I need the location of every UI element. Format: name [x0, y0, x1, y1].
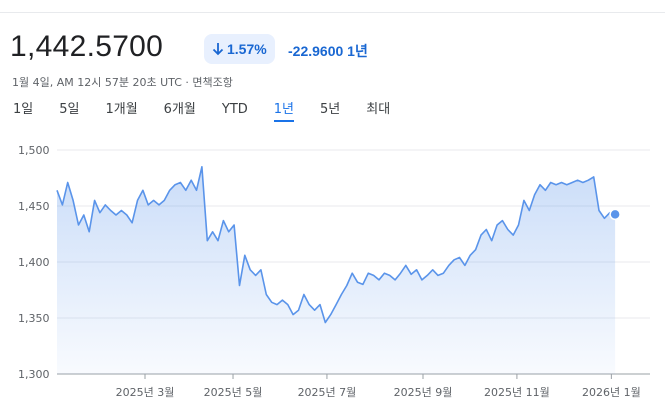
tab-label[interactable]: 1년 — [273, 102, 295, 122]
x-tick-label: 2025년 3월 — [116, 386, 175, 399]
change-chip: 1.57% — [204, 34, 275, 64]
divider — [0, 12, 665, 13]
change: -22.9600 1년 — [288, 41, 368, 61]
tab-label[interactable]: 6개월 — [163, 102, 196, 117]
x-tick-label: 2025년 7월 — [298, 386, 357, 399]
x-tick-label: 2025년 5월 — [204, 386, 263, 399]
range-tabs: 1일 5일 1개월 6개월 YTD 1년 5년 최대 — [0, 100, 403, 122]
change-period: 1년 — [347, 43, 368, 59]
range-tab[interactable]: 6개월 — [151, 100, 209, 122]
range-tab[interactable]: 최대 — [353, 100, 403, 122]
timestamp: 1월 4일, AM 12시 57분 20초 UTC — [12, 76, 182, 89]
range-tab[interactable]: 1년 — [261, 100, 307, 122]
area-fill — [57, 166, 616, 374]
range-tab[interactable]: 1일 — [0, 100, 46, 122]
change-value: -22.9600 — [288, 43, 344, 59]
y-tick-label: 1,350 — [18, 312, 50, 325]
tab-label[interactable]: 5년 — [320, 102, 341, 117]
tab-label[interactable]: 1일 — [13, 102, 34, 117]
tab-label[interactable]: 1개월 — [105, 102, 138, 117]
down-arrow — [212, 43, 224, 56]
tab-label[interactable]: YTD — [221, 102, 248, 117]
separator: · — [185, 76, 189, 89]
range-tab[interactable]: 5년 — [307, 100, 353, 122]
meta: 1월 4일, AM 12시 57분 20초 UTC · 면책조항 — [12, 74, 233, 90]
range-tab[interactable]: 5일 — [46, 100, 92, 122]
tab-label[interactable]: 5일 — [59, 102, 80, 117]
range-tab[interactable]: YTD — [209, 100, 261, 122]
price-line — [56, 166, 616, 324]
y-tick-label: 1,400 — [18, 256, 50, 269]
current-point — [609, 208, 621, 221]
x-tick-label: 2025년 11월 — [484, 386, 550, 399]
y-tick-label: 1,500 — [18, 144, 50, 157]
chart: 1,300 1,350 1,400 1,450 1,500 2025년 3월 2025년 5… — [18, 144, 650, 399]
price: 1,442.5700 — [10, 30, 164, 63]
x-tick-label: 2026년 1월 — [582, 386, 641, 399]
disclaimer-link[interactable]: 면책조항 — [192, 76, 233, 89]
y-tick-label: 1,450 — [18, 200, 50, 213]
y-tick-label: 1,300 — [18, 368, 50, 381]
x-tick-label: 2025년 9월 — [394, 386, 453, 399]
change-percent: 1.57% — [227, 41, 267, 57]
tab-label[interactable]: 최대 — [366, 102, 391, 117]
range-tab[interactable]: 1개월 — [92, 100, 150, 122]
